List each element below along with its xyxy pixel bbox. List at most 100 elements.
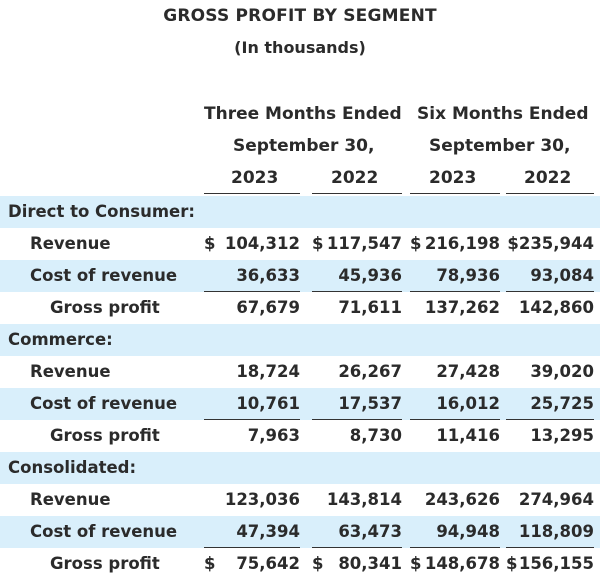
row-label: Revenue <box>30 362 111 381</box>
value-cell: 93,084 <box>530 266 594 285</box>
value-cell: 80,341 <box>338 554 402 573</box>
value-cell: 118,809 <box>518 522 594 541</box>
value-cell: 123,036 <box>224 490 300 509</box>
row-label: Cost of revenue <box>30 266 178 285</box>
subtotal-rule <box>506 547 594 548</box>
table-subtitle: (In thousands) <box>234 38 366 57</box>
value-cell: 94,948 <box>436 522 500 541</box>
row-label: Gross profit <box>50 298 160 317</box>
value-cell: 63,473 <box>338 522 402 541</box>
table-row: Gross profit $75,642 $80,341 $148,678 $156,1… <box>0 548 600 580</box>
value-cell: 67,679 <box>236 298 300 317</box>
header-period-end-three: September 30, <box>233 136 375 156</box>
header-underline <box>204 193 300 194</box>
header-year-six-2022: 2022 <box>524 168 572 188</box>
currency-symbol: $ <box>410 554 422 573</box>
value-cell: 47,394 <box>236 522 300 541</box>
row-label: Cost of revenue <box>30 394 178 413</box>
value-cell: 45,936 <box>338 266 402 285</box>
subtotal-rule <box>410 547 500 548</box>
row-band <box>0 388 600 420</box>
value-cell: 11,416 <box>436 426 500 445</box>
subtotal-rule <box>506 291 594 292</box>
section-label: Commerce: <box>8 330 113 349</box>
value-cell: 71,611 <box>338 298 402 317</box>
header-period-end-six: September 30, <box>429 136 571 156</box>
value-cell: 18,724 <box>236 362 300 381</box>
table-row: Gross profit 67,679 71,611 137,262 142,860 <box>0 292 600 324</box>
table-row: Revenue 123,036 143,814 243,626 274,964 <box>0 484 600 516</box>
table-row: Revenue 18,724 26,267 27,428 39,020 <box>0 356 600 388</box>
subtotal-rule <box>312 291 402 292</box>
value-cell: 104,312 <box>224 234 300 253</box>
table-row: Cost of revenue 10,761 17,537 16,012 25,725 <box>0 388 600 420</box>
subtotal-rule <box>506 419 594 420</box>
header-three-months: Three Months Ended <box>204 104 402 124</box>
table-row: Cost of revenue 47,394 63,473 94,948 118,809 <box>0 516 600 548</box>
value-cell: 10,761 <box>236 394 300 413</box>
value-cell: 17,537 <box>338 394 402 413</box>
value-cell: 148,678 <box>424 554 500 573</box>
header-year-three-2023: 2023 <box>231 168 279 188</box>
value-cell: 137,262 <box>424 298 500 317</box>
currency-symbol: $ <box>410 234 422 253</box>
table-row: Direct to Consumer: <box>0 196 600 228</box>
table-row: Gross profit 7,963 8,730 11,416 13,295 <box>0 420 600 452</box>
header-underline <box>506 193 594 194</box>
header-year-three-2022: 2022 <box>331 168 379 188</box>
currency-symbol: $ <box>312 234 324 253</box>
value-cell: 39,020 <box>530 362 594 381</box>
row-label: Revenue <box>30 490 111 509</box>
row-band <box>0 196 600 228</box>
value-cell: 142,860 <box>518 298 594 317</box>
value-cell: 143,814 <box>326 490 402 509</box>
row-label: Gross profit <box>50 554 160 573</box>
value-cell: 36,633 <box>236 266 300 285</box>
section-label: Direct to Consumer: <box>8 202 195 221</box>
row-label: Revenue <box>30 234 111 253</box>
currency-symbol: $ <box>312 554 324 573</box>
currency-symbol: $ <box>506 554 518 573</box>
value-cell: 25,725 <box>530 394 594 413</box>
value-cell: 27,428 <box>436 362 500 381</box>
value-cell: 243,626 <box>424 490 500 509</box>
currency-symbol: $ <box>204 234 216 253</box>
header-six-months: Six Months Ended <box>417 104 589 124</box>
row-label: Cost of revenue <box>30 522 178 541</box>
subtotal-rule <box>204 419 300 420</box>
row-label: Gross profit <box>50 426 160 445</box>
header-underline <box>410 193 500 194</box>
subtotal-rule <box>204 547 300 548</box>
value-cell: $235,944 <box>507 234 594 253</box>
value-cell: 156,155 <box>518 554 594 573</box>
subtotal-rule <box>410 419 500 420</box>
table-title: GROSS PROFIT BY SEGMENT <box>163 6 437 26</box>
value-cell: 216,198 <box>424 234 500 253</box>
table-row: Commerce: <box>0 324 600 356</box>
table-row: Consolidated: <box>0 452 600 484</box>
header-underline <box>312 193 402 194</box>
value-cell: 7,963 <box>247 426 300 445</box>
currency-symbol: $ <box>204 554 216 573</box>
value-cell: 16,012 <box>436 394 500 413</box>
value-cell: 13,295 <box>530 426 594 445</box>
row-band <box>0 260 600 292</box>
header-year-six-2023: 2023 <box>429 168 477 188</box>
value-cell: 274,964 <box>518 490 594 509</box>
row-band <box>0 452 600 484</box>
row-band <box>0 324 600 356</box>
value-cell: 26,267 <box>338 362 402 381</box>
subtotal-rule <box>312 419 402 420</box>
section-label: Consolidated: <box>8 458 137 477</box>
value-cell: 78,936 <box>436 266 500 285</box>
subtotal-rule <box>204 291 300 292</box>
value-cell: 75,642 <box>236 554 300 573</box>
table-row: Cost of revenue 36,633 45,936 78,936 93,084 <box>0 260 600 292</box>
value-cell: 117,547 <box>326 234 402 253</box>
subtotal-rule <box>410 291 500 292</box>
table-row: Revenue $104,312 $117,547 $216,198 $235,944 <box>0 228 600 260</box>
subtotal-rule <box>312 547 402 548</box>
value-cell: 8,730 <box>349 426 402 445</box>
row-band <box>0 516 600 548</box>
